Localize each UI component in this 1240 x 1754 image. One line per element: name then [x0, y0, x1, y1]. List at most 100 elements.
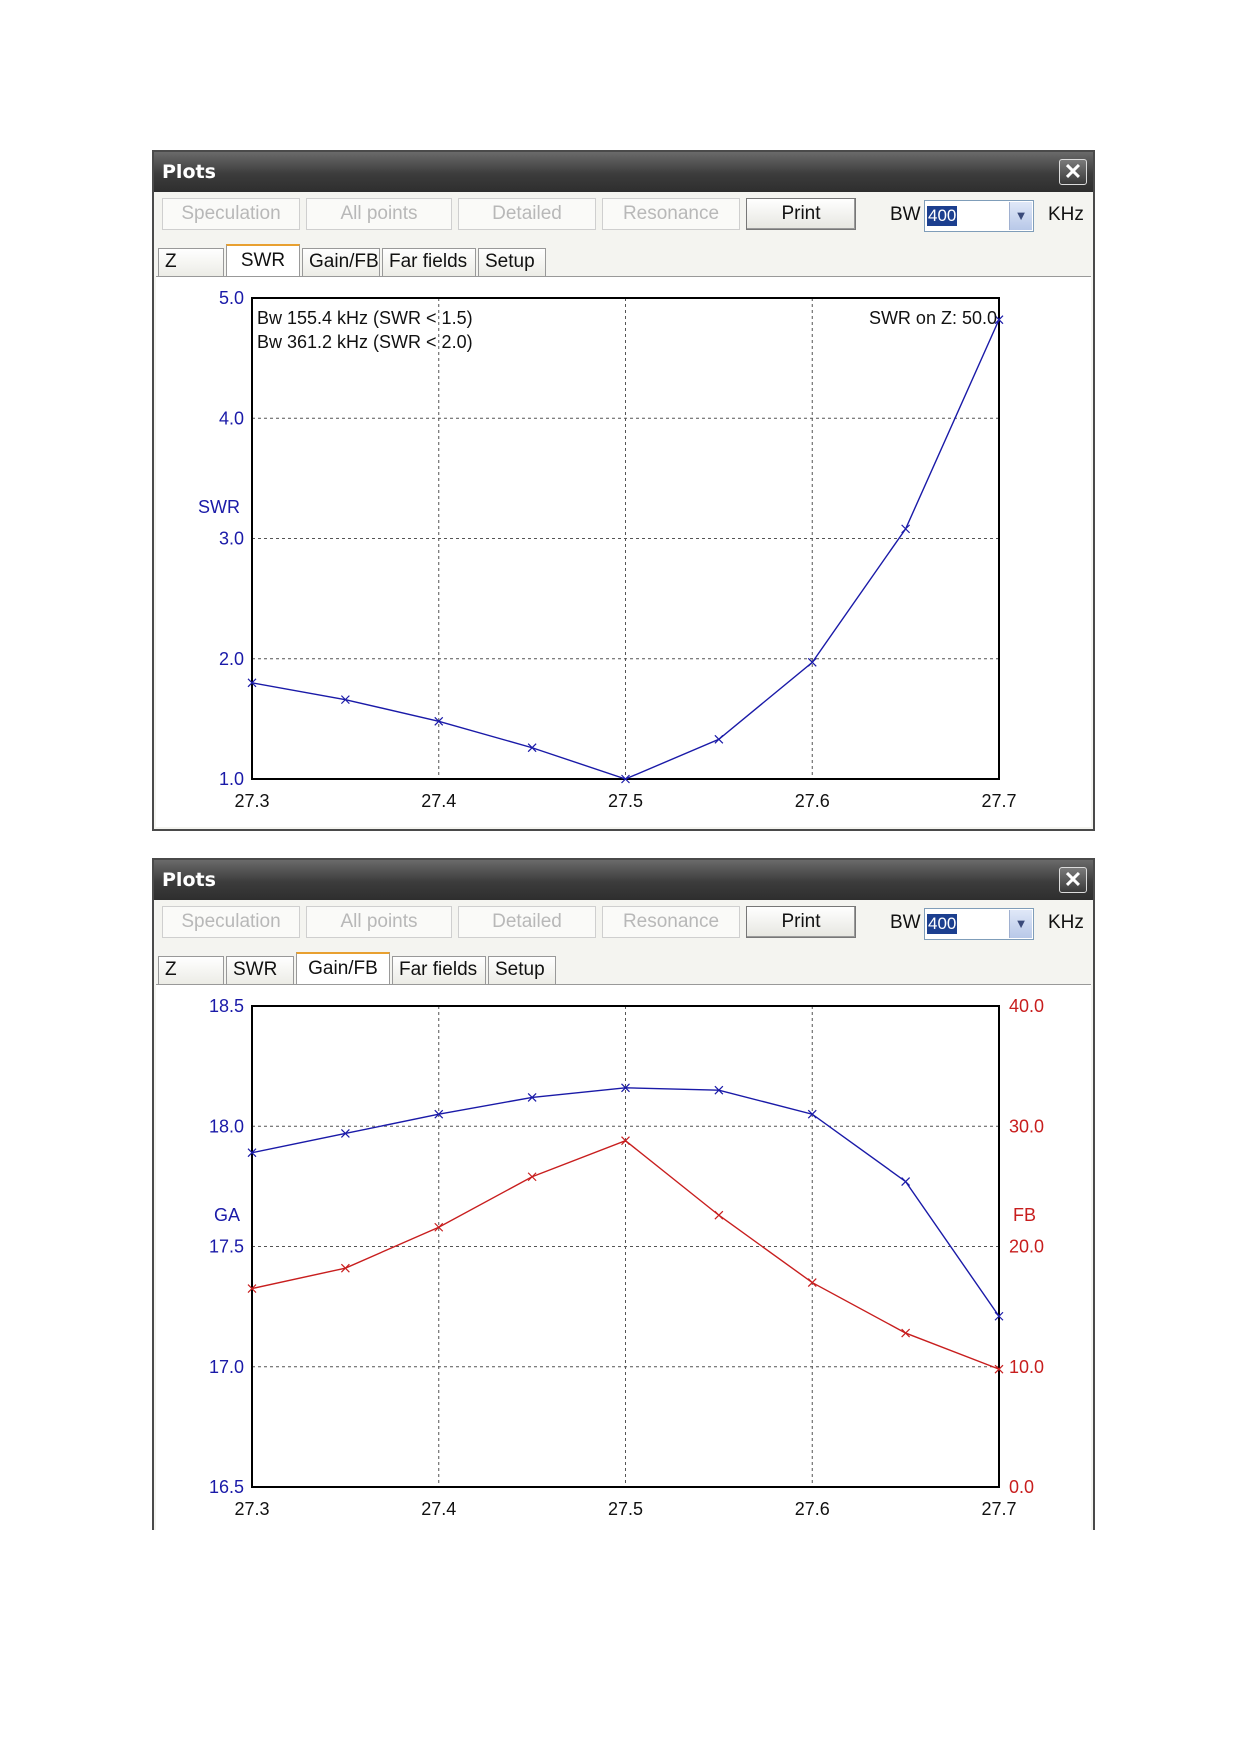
speculation-button[interactable]: Speculation: [162, 906, 300, 938]
data-point: [807, 1109, 817, 1119]
bw-value: 400: [927, 206, 958, 226]
tab-setup[interactable]: Setup: [478, 248, 546, 276]
bw-unit: KHz: [1048, 204, 1084, 225]
data-point: [527, 1092, 537, 1102]
data-point: [901, 524, 911, 534]
data-point: [621, 1083, 630, 1093]
y-tick-label: 5.0: [219, 288, 244, 308]
close-icon: ✕: [1063, 867, 1083, 892]
tab-setup[interactable]: Setup: [488, 956, 556, 984]
speculation-button[interactable]: Speculation: [162, 198, 300, 230]
y-tick-label: 1.0: [219, 769, 244, 789]
all-points-button[interactable]: All points: [306, 198, 452, 230]
bw-label: BW: [890, 912, 921, 933]
data-point: [714, 1085, 724, 1095]
data-point: [340, 695, 350, 705]
x-tick-label: 27.7: [981, 791, 1016, 811]
bw-label: BW: [890, 204, 921, 225]
plots-window-swr: Plots ✕ Speculation All points Detailed …: [152, 150, 1095, 831]
tab-swr[interactable]: SWR: [226, 244, 300, 277]
bw-select[interactable]: 400 ▼: [924, 200, 1034, 232]
chevron-down-icon[interactable]: ▼: [1009, 202, 1032, 230]
data-point: [247, 1148, 257, 1158]
data-point: [340, 1263, 350, 1273]
data-point: [714, 734, 724, 744]
close-button[interactable]: ✕: [1059, 159, 1087, 185]
resonance-button[interactable]: Resonance: [602, 906, 740, 938]
tab-z[interactable]: Z: [158, 956, 224, 984]
detailed-button[interactable]: Detailed: [458, 906, 596, 938]
resonance-button[interactable]: Resonance: [602, 198, 740, 230]
swr-chart: 27.3 27.4 27.5 27.6 27.7 1.0 2.0 3.0 4.0 5.0 SWR Bw…: [198, 288, 1017, 811]
detailed-button[interactable]: Detailed: [458, 198, 596, 230]
bw-value: 400: [927, 914, 958, 934]
y-tick-label: 16.5: [209, 1477, 244, 1497]
y-tick-label-right: 20.0: [1009, 1237, 1044, 1257]
gain-fb-chart: 27.3 27.4 27.5 27.6 27.7 16.5 17.0 17.5 18.0 18.5…: [209, 996, 1044, 1519]
y-tick-label-right: 0.0: [1009, 1477, 1034, 1497]
data-point: [247, 1284, 257, 1294]
tab-swr[interactable]: SWR: [226, 956, 294, 984]
y-tick-label: 2.0: [219, 649, 244, 669]
x-tick-label: 27.4: [421, 791, 456, 811]
tab-gain-fb[interactable]: Gain/FB: [302, 248, 380, 276]
data-point: [340, 1129, 350, 1138]
all-points-button[interactable]: All points: [306, 906, 452, 938]
data-point: [621, 774, 630, 784]
data-point: [527, 1172, 537, 1182]
tab-far-fields[interactable]: Far fields: [382, 248, 476, 276]
y-tick-label: 18.5: [209, 996, 244, 1016]
plot-panel: 27.3 27.4 27.5 27.6 27.7 16.5 17.0 17.5 18.0 18.5…: [156, 984, 1091, 1530]
annotation-swr-on-z: SWR on Z: 50.0: [869, 308, 997, 328]
data-point: [247, 678, 257, 688]
y-tick-label: 17.0: [209, 1357, 244, 1377]
tab-far-fields[interactable]: Far fields: [392, 956, 486, 984]
chevron-down-icon[interactable]: ▼: [1009, 910, 1032, 938]
y-tick-label-right: 30.0: [1009, 1116, 1044, 1136]
print-button[interactable]: Print: [746, 906, 856, 938]
title-bar[interactable]: Plots ✕: [154, 860, 1093, 900]
data-point: [434, 1222, 444, 1232]
bw-select[interactable]: 400 ▼: [924, 908, 1034, 940]
data-point: [994, 1311, 1004, 1321]
y-axis-label-right: FB: [1013, 1205, 1036, 1225]
data-point: [621, 1136, 630, 1146]
data-point: [434, 716, 444, 726]
x-tick-label: 27.5: [608, 1499, 643, 1519]
tab-gain-fb[interactable]: Gain/FB: [296, 952, 390, 985]
close-button[interactable]: ✕: [1059, 867, 1087, 893]
y-tick-label-right: 40.0: [1009, 996, 1044, 1016]
x-tick-label: 27.3: [234, 1499, 269, 1519]
y-axis-label: SWR: [198, 497, 240, 517]
plot-panel: 27.3 27.4 27.5 27.6 27.7 1.0 2.0 3.0 4.0 5.0 SWR Bw…: [156, 276, 1091, 827]
y-tick-label: 4.0: [219, 408, 244, 428]
x-tick-label: 27.4: [421, 1499, 456, 1519]
data-point: [807, 657, 817, 667]
data-point: [994, 315, 1004, 325]
bw-unit: KHz: [1048, 912, 1084, 933]
data-point: [807, 1278, 817, 1287]
tab-z[interactable]: Z: [158, 248, 224, 276]
x-tick-label: 27.5: [608, 791, 643, 811]
annotation-bw-2-0: Bw 361.2 kHz (SWR < 2.0): [257, 332, 473, 352]
data-point: [434, 1109, 444, 1119]
y-tick-label: 3.0: [219, 529, 244, 549]
window-title: Plots: [162, 161, 216, 183]
x-tick-label: 27.3: [234, 791, 269, 811]
window-title: Plots: [162, 869, 216, 891]
data-point: [714, 1210, 724, 1220]
plots-window-gain-fb: Plots ✕ Speculation All points Detailed …: [152, 858, 1095, 1530]
x-tick-label: 27.6: [795, 791, 830, 811]
y-tick-label: 17.5: [209, 1237, 244, 1257]
annotation-bw-1-5: Bw 155.4 kHz (SWR < 1.5): [257, 308, 473, 328]
x-tick-label: 27.6: [795, 1499, 830, 1519]
y-axis-label: GA: [214, 1205, 240, 1225]
print-button[interactable]: Print: [746, 198, 856, 230]
x-tick-label: 27.7: [981, 1499, 1016, 1519]
data-point: [901, 1328, 911, 1338]
y-tick-label: 18.0: [209, 1116, 244, 1136]
y-tick-label-right: 10.0: [1009, 1357, 1044, 1377]
title-bar[interactable]: Plots ✕: [154, 152, 1093, 192]
plot-frame: [251, 1005, 1000, 1488]
data-point: [901, 1177, 911, 1186]
